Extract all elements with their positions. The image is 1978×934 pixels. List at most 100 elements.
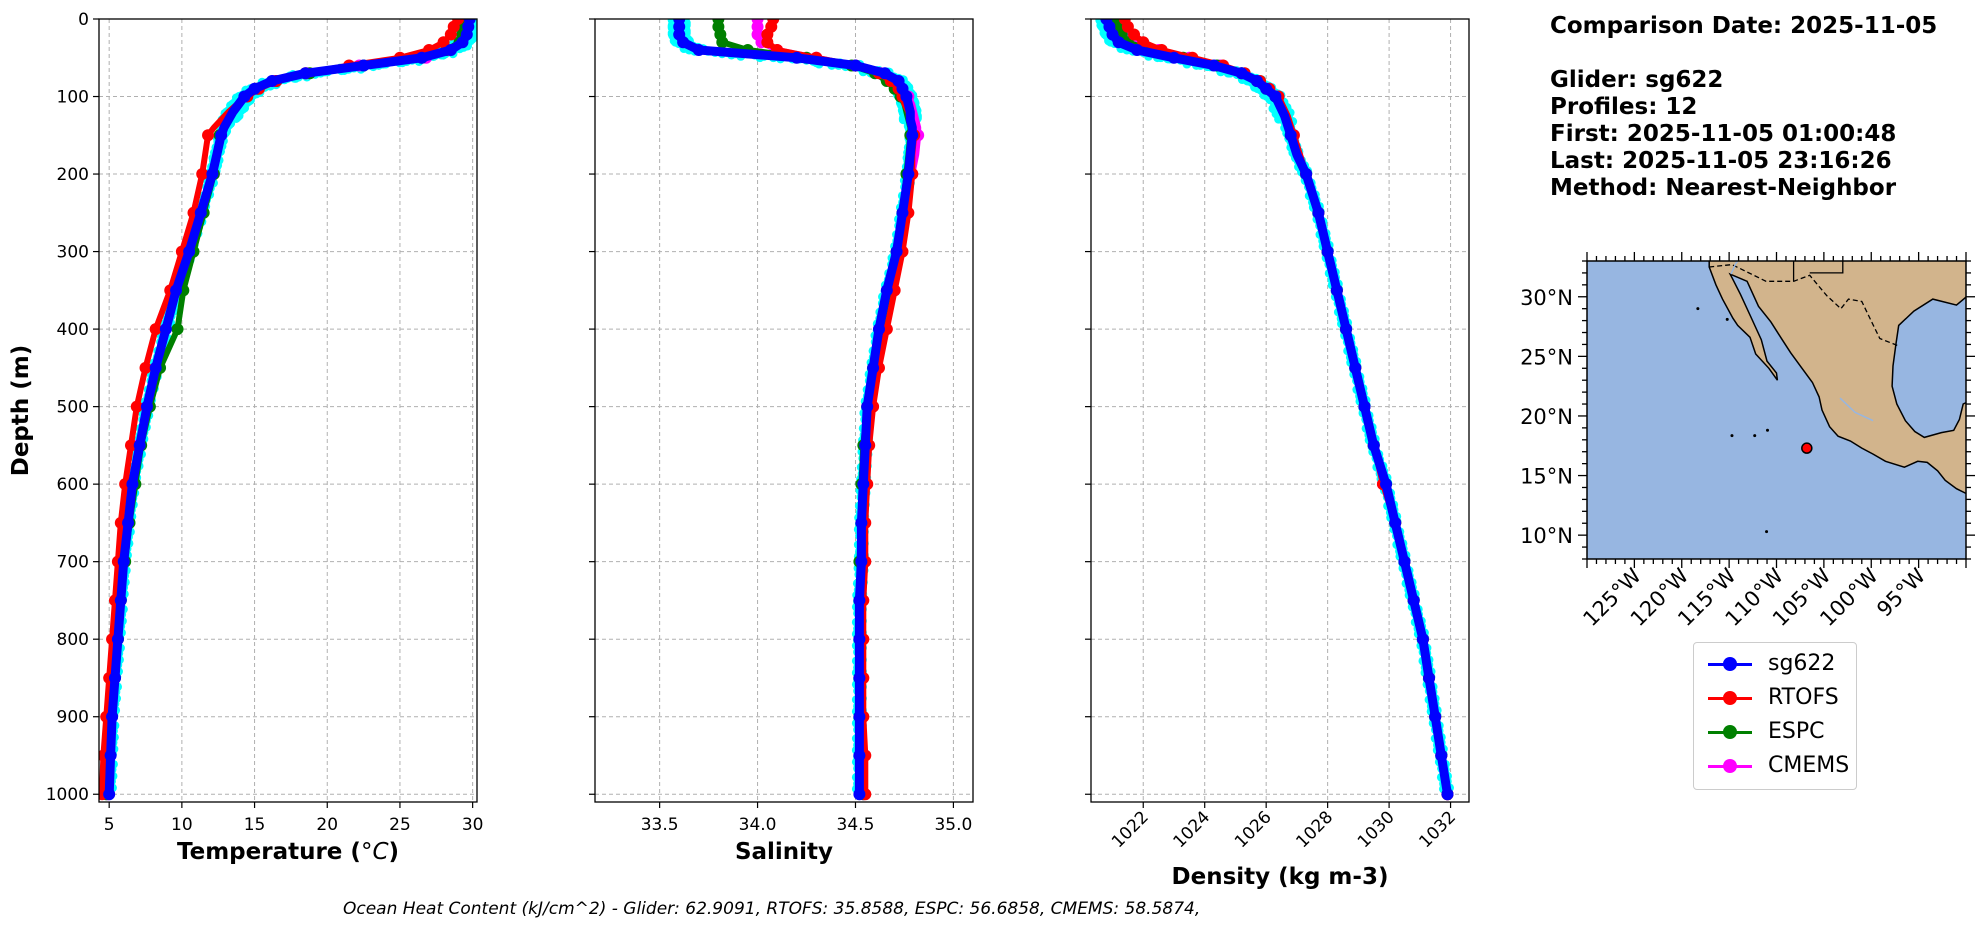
x-tick-label: 1026 — [1231, 807, 1276, 852]
series-point — [171, 323, 184, 336]
series-point — [111, 633, 124, 646]
x-tick-label: 20 — [316, 815, 338, 835]
series-line-espc — [103, 19, 469, 795]
x-tick-label: 1032 — [1415, 807, 1460, 852]
x-tick-label: 34.5 — [837, 815, 875, 835]
gulf-of-mexico — [1891, 296, 1966, 439]
legend-label: RTOFS — [1768, 685, 1839, 710]
x-tick-label: 1024 — [1170, 807, 1215, 852]
ohc-text: Ocean Heat Content (kJ/cm^2) - Glider: 6… — [343, 899, 1201, 919]
first-time: First: 2025-11-05 01:00:48 — [1550, 121, 1897, 147]
series-point — [1128, 28, 1141, 41]
series-point — [1340, 323, 1353, 336]
y-tick-label: 1000 — [46, 785, 89, 805]
series-point — [1321, 245, 1334, 258]
y-tick-label: 400 — [57, 320, 89, 340]
state-line — [1809, 261, 1844, 274]
series-point — [861, 400, 874, 413]
series-point — [159, 323, 172, 336]
series-point — [896, 206, 909, 219]
x-tick-label: 15 — [244, 815, 266, 835]
y-tick-label: 200 — [57, 165, 89, 185]
series-point — [140, 400, 153, 413]
legend: sg622 RTOFS ESPC CMEMS — [1693, 642, 1857, 790]
legend-marker — [1723, 759, 1737, 773]
y-tick-label: 800 — [57, 630, 89, 650]
series-point — [857, 478, 870, 491]
series-point — [1269, 90, 1282, 103]
series-point — [1167, 51, 1180, 64]
series-point — [1131, 44, 1144, 57]
x-tick-label: 34.0 — [739, 815, 777, 835]
series-point — [853, 788, 866, 801]
legend-label: ESPC — [1768, 719, 1825, 744]
series-point — [1358, 400, 1371, 413]
series-point — [1407, 594, 1420, 607]
series-point — [761, 36, 774, 49]
map-area — [1587, 261, 1966, 559]
series-point — [853, 749, 866, 762]
series-point — [880, 284, 893, 297]
series-point — [872, 323, 885, 336]
x-tick-label: 1028 — [1292, 807, 1337, 852]
map-lat-label: 30°N — [1520, 286, 1573, 310]
plot-area — [667, 19, 925, 801]
series-point — [299, 67, 312, 80]
series-point — [1349, 361, 1362, 374]
series-point — [1284, 129, 1297, 142]
land-mexico — [1708, 261, 1966, 495]
series-point — [202, 129, 215, 142]
series-point — [206, 168, 219, 181]
y-tick-label: 600 — [57, 475, 89, 495]
series-point — [867, 361, 880, 374]
map-lon-label: 95°W — [1872, 563, 1930, 621]
series-line-cmems — [104, 19, 470, 795]
x-axis-label: Temperature (°C) — [177, 839, 399, 865]
series-point — [853, 633, 866, 646]
y-tick-label: 100 — [57, 88, 89, 108]
series-point — [1435, 749, 1448, 762]
legend-marker — [1723, 657, 1737, 671]
x-axis-label: Density (kg m-3) — [1172, 864, 1389, 890]
island — [1753, 434, 1757, 438]
axes-frame — [1090, 18, 1470, 803]
series-line-cmems — [754, 19, 922, 795]
info-panel: Comparison Date: 2025-11-05 Glider: sg62… — [1550, 13, 1937, 202]
country-border — [1709, 263, 1899, 347]
island — [1730, 434, 1734, 438]
axes-frame — [98, 18, 478, 803]
series-point — [106, 710, 119, 723]
legend-marker — [1723, 691, 1737, 705]
series-point — [130, 400, 143, 413]
series-point — [194, 206, 207, 219]
y-tick-label: 500 — [57, 398, 89, 418]
plot-area — [1095, 19, 1454, 801]
series-point — [853, 594, 866, 607]
series-point — [126, 478, 139, 491]
series-point — [716, 36, 729, 49]
island — [1765, 530, 1769, 534]
series-point — [1235, 67, 1248, 80]
method: Method: Nearest-Neighbor — [1550, 175, 1897, 201]
legend-item-rtofs: RTOFS — [1700, 683, 1850, 713]
series-point — [104, 749, 117, 762]
series-point — [266, 75, 279, 88]
series-line-sg622 — [674, 19, 917, 795]
island — [1696, 307, 1700, 311]
series-point — [108, 671, 121, 684]
x-tick-label: 30 — [462, 815, 484, 835]
series-point — [1389, 516, 1402, 529]
series-point — [906, 129, 919, 142]
series-point — [878, 67, 891, 80]
series-point — [677, 36, 690, 49]
series-point — [1312, 206, 1325, 219]
series-markers-sg622 — [673, 19, 919, 801]
series-point — [1250, 75, 1263, 88]
x-tick-label: 35.0 — [934, 815, 972, 835]
map-lat-label: 15°N — [1520, 465, 1573, 489]
y-axis-label: Depth (m) — [8, 345, 34, 477]
location-map: 30°N25°N20°N15°N10°N125°W120°W115°W110°W… — [1520, 252, 1975, 631]
series-point — [859, 439, 872, 452]
series-point — [1367, 439, 1380, 452]
